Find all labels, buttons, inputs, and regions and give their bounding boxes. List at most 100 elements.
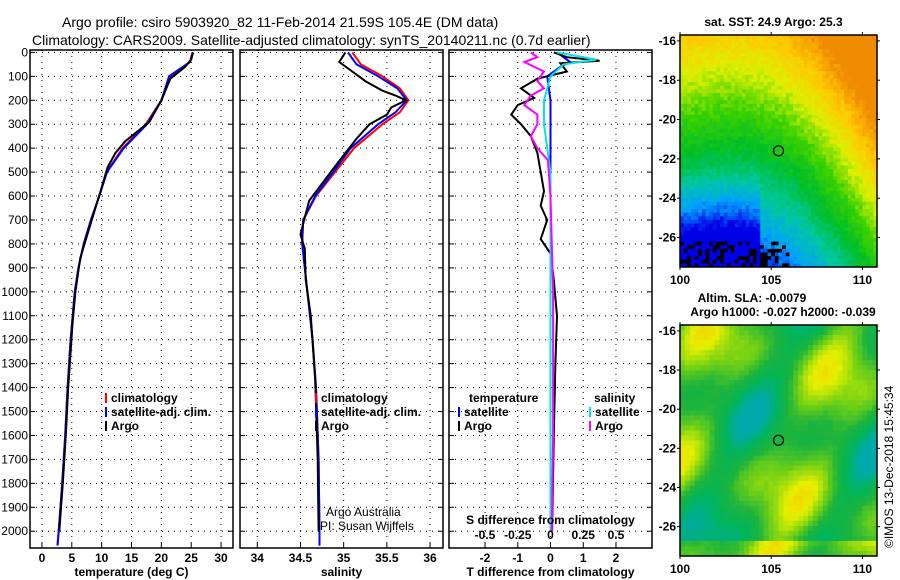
map-cell [851, 64, 856, 69]
map-cell [847, 455, 853, 462]
map-cell [699, 420, 706, 426]
map-cell [774, 161, 779, 167]
map-cell [680, 190, 685, 196]
map-cell [833, 114, 838, 119]
map-cell [723, 201, 728, 206]
map-cell [712, 216, 717, 221]
map-cell [705, 259, 710, 264]
map-cell [749, 122, 754, 127]
map-cell [785, 111, 790, 116]
map-cell [836, 103, 842, 109]
map-cell [768, 445, 775, 452]
map-cell [829, 190, 834, 196]
map-cell [698, 194, 703, 199]
map-cell [833, 223, 838, 228]
map-cell [683, 223, 688, 228]
map-cell [701, 176, 707, 181]
map-cell [774, 56, 779, 61]
map-cell [804, 256, 809, 261]
map-cell [729, 400, 735, 406]
map-cell [699, 345, 706, 351]
map-cell [701, 230, 707, 235]
map-cell [837, 395, 844, 401]
map-cell [727, 154, 732, 159]
map-cell [680, 465, 686, 472]
map-cell [851, 129, 856, 134]
map-cell [742, 223, 747, 228]
map-cell [742, 187, 747, 192]
map-cell [731, 140, 736, 145]
map-cell [866, 169, 871, 174]
map-cell [822, 445, 829, 452]
map-cell [705, 85, 710, 90]
map-cell [698, 180, 703, 185]
map-cell [847, 89, 852, 94]
map-cell [731, 180, 736, 185]
map-cell [760, 154, 765, 159]
map-cell [720, 49, 725, 54]
map-cell [727, 263, 732, 268]
map-cell [842, 390, 848, 396]
map-cell [709, 420, 715, 426]
map-cell [771, 212, 776, 217]
map-cell [771, 230, 776, 235]
map-cell [827, 410, 834, 416]
map-cell [690, 219, 696, 225]
map-cell [709, 385, 715, 391]
map-cell [852, 365, 858, 371]
map-cell [745, 147, 750, 152]
map-cell [774, 67, 779, 72]
map-cell [817, 385, 824, 391]
map-cell [840, 103, 845, 109]
map-cell [807, 49, 812, 54]
map-cell [833, 180, 838, 185]
y-tick-label: 1600 [1, 428, 28, 442]
map-cell [807, 85, 812, 90]
map-cell [822, 201, 827, 206]
map-cell [847, 111, 852, 116]
map-cell [867, 335, 873, 341]
map-cell [793, 45, 798, 51]
map-cell [745, 129, 750, 134]
map-cell [807, 234, 812, 239]
map-cell [778, 241, 783, 246]
map-cell [712, 100, 717, 105]
map-cell [825, 227, 831, 232]
map-cell [742, 114, 747, 119]
map-cell [734, 345, 740, 351]
map-cell [833, 183, 838, 188]
map-cell [767, 158, 772, 163]
map-cell [822, 187, 827, 192]
map-cell [814, 219, 820, 225]
map-cell [807, 151, 812, 156]
map-cell [752, 263, 758, 268]
map-cell [778, 375, 784, 381]
map-cell [872, 375, 878, 381]
map-cell [862, 190, 867, 196]
map-cell [699, 325, 706, 331]
map-cell [723, 263, 728, 268]
map-cell [844, 248, 849, 254]
map-cell [773, 405, 779, 411]
map-cell [873, 252, 878, 257]
map-cell [836, 256, 842, 261]
map-cell [872, 385, 878, 391]
map-cell [873, 147, 878, 152]
map-cell [818, 78, 823, 83]
map-cell [724, 410, 730, 416]
map-cell [720, 82, 725, 87]
map-cell [817, 390, 824, 396]
map-cell [694, 180, 699, 185]
map-cell [745, 107, 750, 112]
map-cell [683, 216, 688, 221]
map-cell [690, 194, 696, 199]
map-cell [734, 96, 739, 101]
map-cell [768, 385, 775, 391]
map-cell [858, 107, 863, 112]
map-cell [858, 111, 863, 116]
map-cell [734, 460, 740, 467]
map-cell [858, 169, 863, 174]
map-cell [753, 440, 760, 447]
map-cell [719, 375, 725, 381]
